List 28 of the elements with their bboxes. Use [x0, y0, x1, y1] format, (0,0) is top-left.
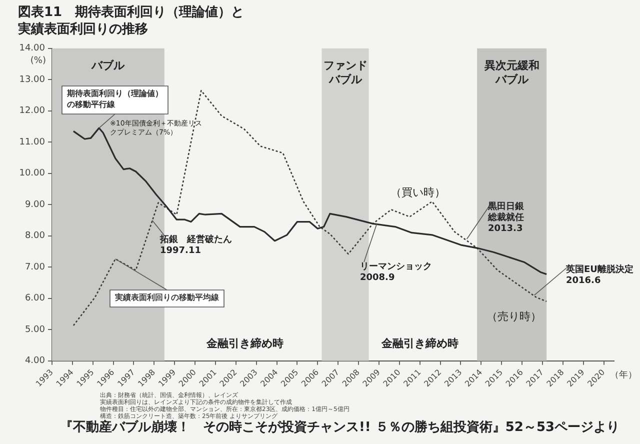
series-label: 実績表面利回りの移動平均線 — [114, 292, 220, 302]
band-label: ファンドバブル — [323, 58, 368, 86]
band-label: バブル — [90, 58, 126, 72]
annotation: 黒田日銀総裁就任2013.3 — [487, 200, 525, 234]
y-tick-label: 11.00 — [19, 137, 46, 148]
annotation: リーマンショック2008.9 — [360, 262, 432, 283]
y-tick-label: 10.00 — [19, 168, 46, 179]
y-axis-title: (%) — [30, 56, 46, 66]
y-tick-label: 5.00 — [24, 324, 46, 335]
text: 期待表面利回り（理論値）の移動平行線 — [66, 89, 163, 110]
annotation: 金融引き締め時 — [206, 336, 284, 350]
y-tick-label: 14.00 — [19, 44, 46, 54]
y-tick-label: 7.00 — [24, 262, 46, 272]
text: 『不動産バブル崩壊！ その時こそが投資チャンス!! ５％の勝ち組投資術』52～53ページより — [60, 419, 620, 436]
band-label: 異次元緩和バブル — [483, 58, 540, 86]
annotation: 英国EU離脱決定2016.6 — [565, 264, 634, 286]
chart-title: 図表11 期待表面利回り（理論値）と実績表面利回りの推移 — [18, 4, 246, 38]
x-axis-title: （年） — [610, 370, 637, 381]
y-tick-label: 9.00 — [24, 200, 46, 210]
annotation: （売り時） — [486, 310, 542, 323]
annotation: 金融引き締め時 — [380, 336, 458, 350]
y-tick-label: 6.00 — [24, 294, 46, 304]
y-tick-label: 13.00 — [19, 74, 46, 85]
y-tick-label: 8.00 — [24, 231, 46, 242]
annotation: 拓銀 経営破たん1997.11 — [159, 234, 232, 256]
y-tick-label: 12.00 — [19, 106, 46, 116]
y-tick-label: 4.00 — [24, 356, 46, 366]
annotation: （買い時） — [390, 186, 446, 199]
